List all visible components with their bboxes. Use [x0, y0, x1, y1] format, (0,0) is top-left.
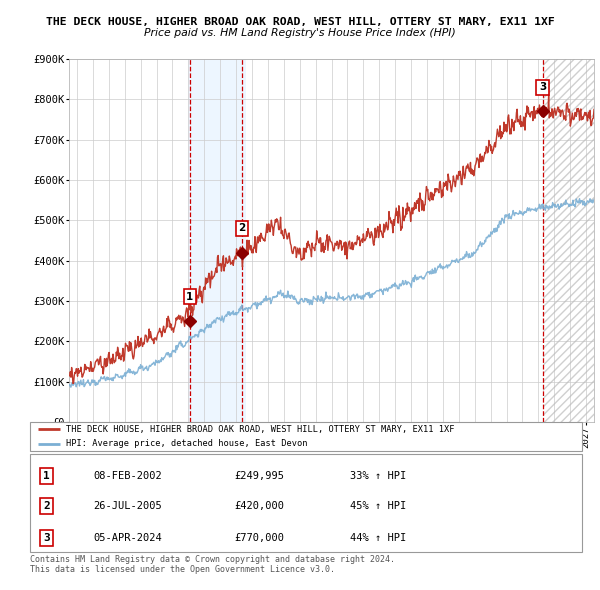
Text: 1: 1 [186, 292, 194, 302]
Bar [542, 59, 594, 422]
Text: 3: 3 [43, 533, 50, 543]
Text: HPI: Average price, detached house, East Devon: HPI: Average price, detached house, East… [66, 440, 307, 448]
Text: 2: 2 [238, 224, 246, 233]
Text: 3: 3 [539, 82, 546, 92]
Text: 26-JUL-2005: 26-JUL-2005 [94, 501, 162, 511]
Text: Contains HM Land Registry data © Crown copyright and database right 2024.
This d: Contains HM Land Registry data © Crown c… [30, 555, 395, 574]
Text: THE DECK HOUSE, HIGHER BROAD OAK ROAD, WEST HILL, OTTERY ST MARY, EX11 1XF: THE DECK HOUSE, HIGHER BROAD OAK ROAD, W… [46, 17, 554, 27]
Text: 45% ↑ HPI: 45% ↑ HPI [350, 501, 406, 511]
Text: £249,995: £249,995 [234, 471, 284, 481]
Text: THE DECK HOUSE, HIGHER BROAD OAK ROAD, WEST HILL, OTTERY ST MARY, EX11 1XF: THE DECK HOUSE, HIGHER BROAD OAK ROAD, W… [66, 425, 454, 434]
Text: 05-APR-2024: 05-APR-2024 [94, 533, 162, 543]
Bar [542, 59, 594, 422]
Text: 2: 2 [43, 501, 50, 511]
Text: 33% ↑ HPI: 33% ↑ HPI [350, 471, 406, 481]
Text: £770,000: £770,000 [234, 533, 284, 543]
Text: 08-FEB-2002: 08-FEB-2002 [94, 471, 162, 481]
Text: £420,000: £420,000 [234, 501, 284, 511]
Text: 44% ↑ HPI: 44% ↑ HPI [350, 533, 406, 543]
FancyBboxPatch shape [30, 422, 582, 451]
Text: Price paid vs. HM Land Registry's House Price Index (HPI): Price paid vs. HM Land Registry's House … [144, 28, 456, 38]
Bar [188, 59, 245, 422]
FancyBboxPatch shape [30, 454, 582, 552]
Text: 1: 1 [43, 471, 50, 481]
